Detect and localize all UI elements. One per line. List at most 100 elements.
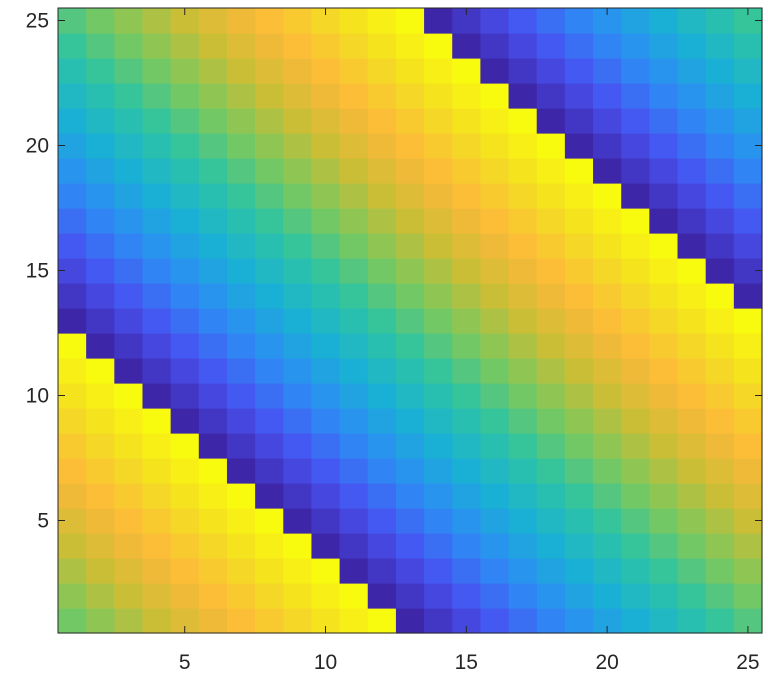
x-tick-label: 25 [736, 651, 759, 673]
heatmap-cell [424, 533, 453, 559]
heatmap-cell [593, 233, 622, 259]
heatmap-cell [508, 183, 538, 209]
heatmap-cell [564, 158, 594, 184]
heatmap-cell [114, 608, 144, 634]
heatmap-cell [452, 233, 481, 259]
heatmap-cell [621, 233, 650, 259]
heatmap-cell [733, 108, 763, 134]
heatmap-cell [311, 58, 341, 84]
heatmap-cell [649, 58, 679, 84]
heatmap-cell [621, 558, 650, 584]
heatmap-cell [593, 258, 622, 284]
heatmap-cell [508, 208, 538, 234]
heatmap-cell [198, 583, 228, 609]
heatmap-cell [198, 358, 228, 384]
x-tick-label: 15 [455, 651, 478, 673]
heatmap-cell [593, 308, 622, 334]
heatmap-cell [395, 383, 425, 409]
heatmap-cell [593, 433, 622, 459]
heatmap-cell [339, 533, 369, 559]
x-tick-label: 10 [314, 651, 337, 673]
heatmap-cell [705, 608, 735, 634]
heatmap-cell [480, 258, 510, 284]
heatmap-cell [480, 508, 510, 534]
heatmap-cell [142, 308, 172, 334]
heatmap-cell [508, 33, 538, 59]
heatmap-cell [649, 558, 679, 584]
heatmap-cell [226, 558, 256, 584]
heatmap-cell [198, 433, 228, 459]
heatmap-cell [86, 383, 115, 409]
heatmap-cell [424, 33, 453, 59]
y-tick-label: 20 [26, 135, 49, 158]
heatmap-cell [255, 133, 284, 159]
heatmap-cell [255, 83, 284, 109]
heatmap-cell [424, 258, 453, 284]
heatmap-cell [733, 558, 763, 584]
heatmap-cell [705, 358, 735, 384]
heatmap-cell [621, 133, 650, 159]
heatmap-cell [705, 58, 735, 84]
heatmap-cell [593, 283, 622, 309]
heatmap-cell [311, 358, 341, 384]
heatmap-cell [311, 308, 341, 334]
heatmap-cell [649, 83, 679, 109]
heatmap-cell [114, 433, 144, 459]
heatmap-cell [536, 433, 566, 459]
heatmap-cell [114, 458, 144, 484]
heatmap-cell [677, 358, 707, 384]
heatmap-cell [649, 583, 679, 609]
heatmap-cell [86, 558, 115, 584]
heatmap-cell [339, 333, 369, 359]
heatmap-cell [508, 608, 538, 634]
heatmap-cell [114, 58, 144, 84]
heatmap-cell [283, 283, 313, 309]
heatmap-cell [58, 408, 87, 434]
heatmap-cell [677, 133, 707, 159]
heatmap-cell [424, 183, 453, 209]
heatmap-cell [395, 358, 425, 384]
heatmap-cell [536, 358, 566, 384]
heatmap-cell [508, 433, 538, 459]
heatmap-cell [733, 158, 763, 184]
heatmap-cell [733, 308, 763, 334]
y-axis-ticks: 5 10 15 20 25 [26, 10, 762, 533]
heatmap-cell [593, 508, 622, 534]
heatmap-cell [283, 508, 313, 534]
heatmap-cell [339, 383, 369, 409]
heatmap-cell [395, 83, 425, 109]
heatmap-cell [58, 183, 87, 209]
heatmap-cell [508, 358, 538, 384]
heatmap-cell [367, 358, 397, 384]
heatmap-cell [255, 508, 284, 534]
heatmap-cell [593, 208, 622, 234]
heatmap-cell [226, 83, 256, 109]
heatmap-cell [58, 533, 87, 559]
heatmap-cell [480, 408, 510, 434]
heatmap-cell [339, 308, 369, 334]
heatmap-cell [255, 283, 284, 309]
heatmap-cell [142, 583, 172, 609]
heatmap-cell [86, 258, 115, 284]
heatmap-cell [367, 308, 397, 334]
heatmap-cell [367, 533, 397, 559]
heatmap-cell [677, 533, 707, 559]
heatmap-cells [58, 8, 763, 634]
heatmap-cell [311, 408, 341, 434]
heatmap-cell [677, 333, 707, 359]
heatmap-cell [311, 183, 341, 209]
heatmap-cell [621, 158, 650, 184]
heatmap-cell [86, 208, 115, 234]
heatmap-cell [536, 283, 566, 309]
heatmap-cell [255, 333, 284, 359]
heatmap-cell [564, 108, 594, 134]
heatmap-cell [536, 333, 566, 359]
heatmap-cell [424, 208, 453, 234]
heatmap-cell [226, 358, 256, 384]
heatmap-cell [114, 558, 144, 584]
heatmap-cell [508, 8, 538, 34]
heatmap-cell [226, 383, 256, 409]
heatmap-cell [452, 308, 481, 334]
heatmap-cell [114, 333, 144, 359]
heatmap-cell [677, 408, 707, 434]
